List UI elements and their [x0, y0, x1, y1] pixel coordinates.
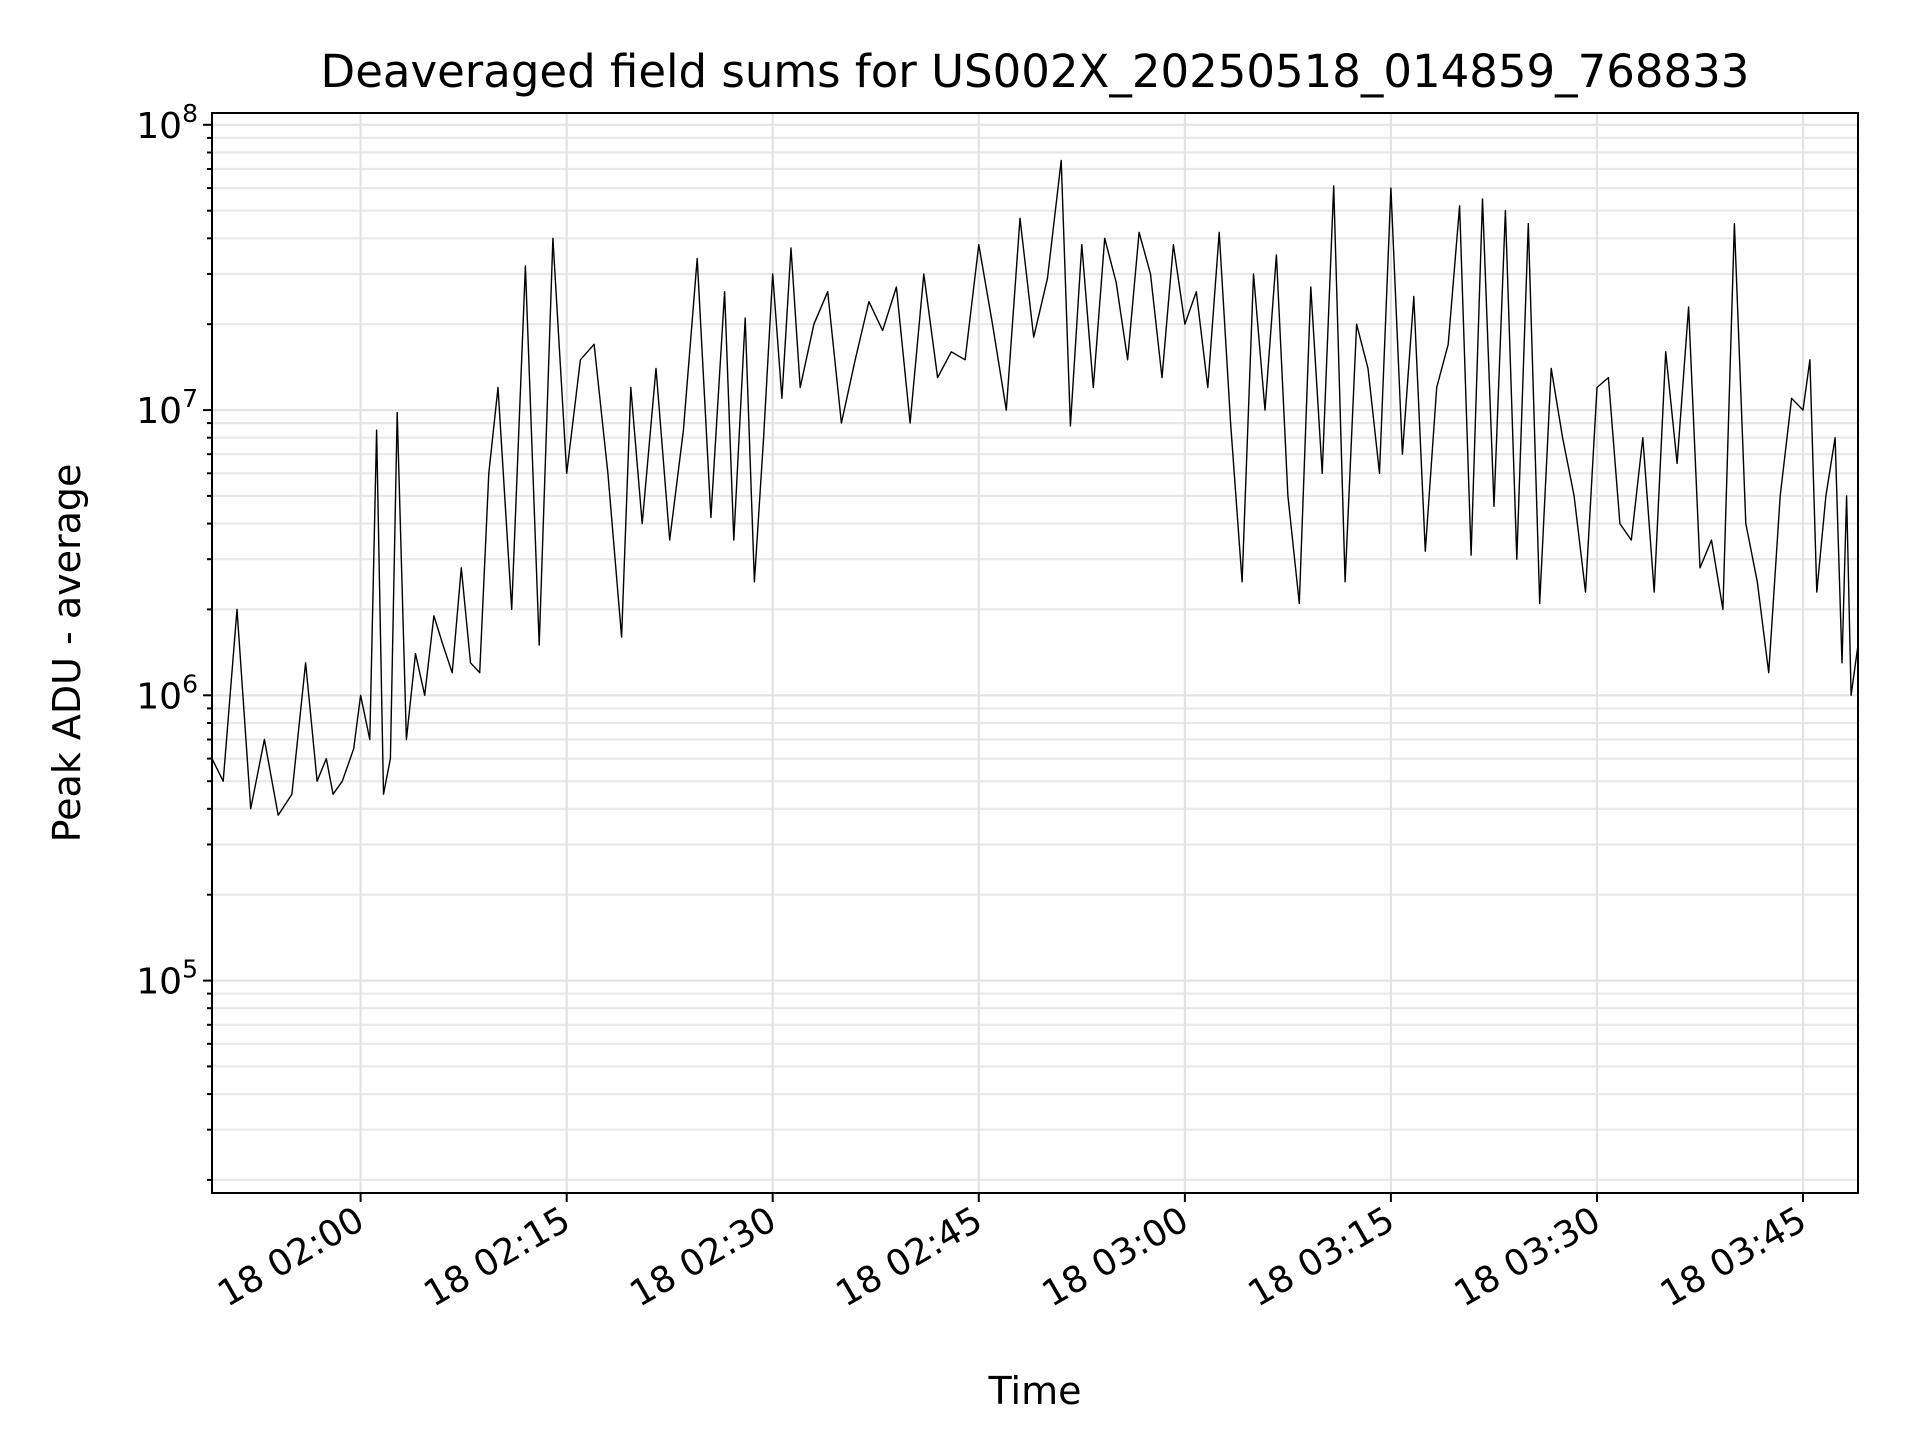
x-tick-label: 18 02:30 — [623, 1199, 783, 1315]
y-tick-label: 105 — [136, 955, 198, 1003]
y-tick-labels: 105 106 107 108 — [136, 99, 198, 1003]
x-tick-label: 18 03:00 — [1035, 1199, 1195, 1315]
y-tick-label: 108 — [136, 99, 198, 147]
chart-title: Deaveraged field sums for US002X_2025051… — [321, 45, 1750, 98]
grid-lines — [212, 113, 1858, 1193]
plot-frame — [211, 112, 1859, 1194]
x-tick-label: 18 02:00 — [211, 1199, 371, 1315]
x-axis-label: Time — [988, 1369, 1082, 1413]
x-tick-label: 18 03:45 — [1654, 1199, 1814, 1315]
y-axis-label: Peak ADU - average — [45, 464, 89, 843]
x-tick-label: 18 02:45 — [829, 1199, 989, 1315]
axis-ticks — [203, 123, 1804, 1202]
x-tick-label: 18 02:15 — [417, 1199, 577, 1315]
y-tick-label: 106 — [136, 669, 198, 717]
x-tick-labels: 18 02:00 18 02:15 18 02:30 18 02:45 18 03:00… — [211, 1199, 1813, 1315]
x-tick-label: 18 03:15 — [1241, 1199, 1401, 1315]
series-line — [211, 159, 1859, 816]
y-tick-label: 107 — [136, 384, 198, 432]
x-tick-label: 18 03:30 — [1448, 1199, 1608, 1315]
series-group — [211, 159, 1859, 816]
